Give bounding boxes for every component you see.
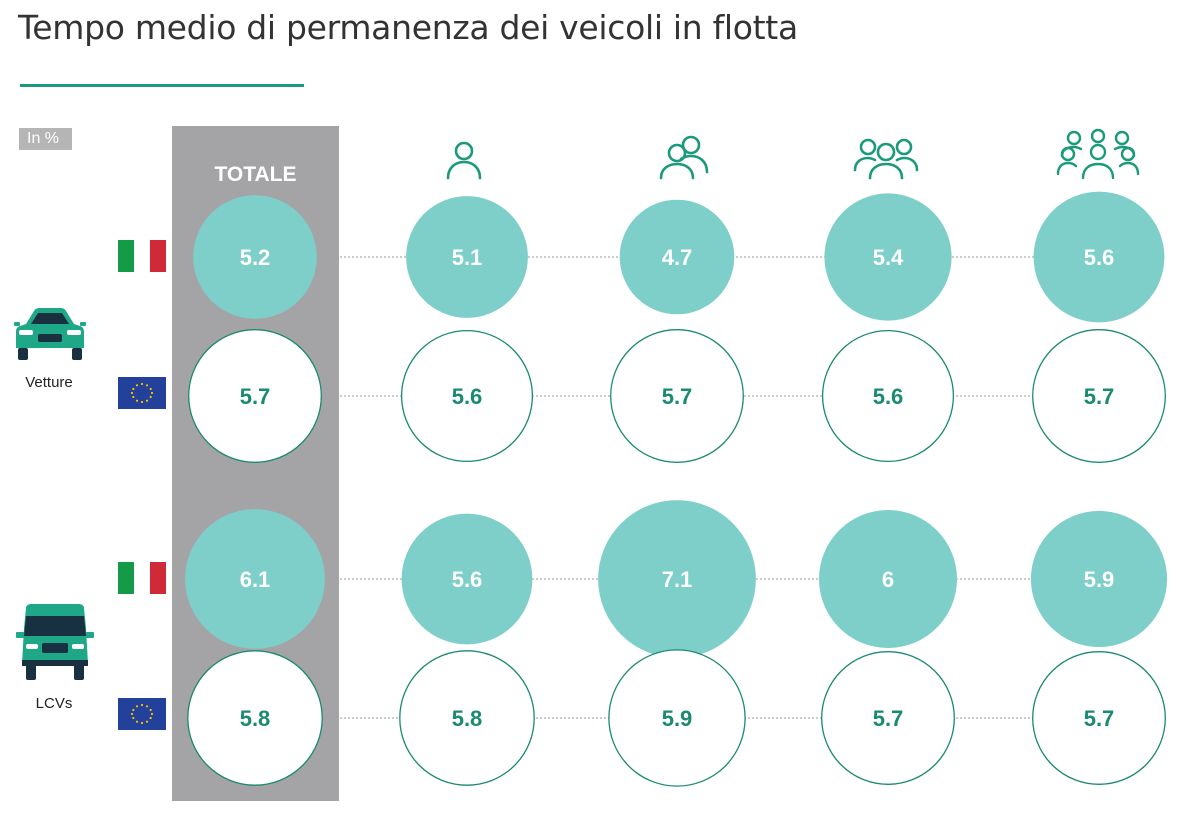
value-bubble bbox=[401, 513, 533, 645]
value-label: 5.8 bbox=[240, 706, 271, 731]
value-label: 5.6 bbox=[1084, 245, 1115, 270]
value-bubble bbox=[400, 329, 534, 463]
value-label: 5.6 bbox=[452, 567, 483, 592]
value-label: 6.1 bbox=[240, 567, 271, 592]
vehicle-label-cars: Vetture bbox=[25, 374, 73, 391]
three-people-icon bbox=[853, 138, 919, 180]
value-label: 7.1 bbox=[662, 567, 693, 592]
value-label: 5.7 bbox=[240, 384, 271, 409]
value-label: 6 bbox=[882, 567, 894, 592]
value-bubble bbox=[193, 195, 317, 319]
value-label: 5.6 bbox=[452, 384, 483, 409]
value-bubble bbox=[821, 651, 955, 785]
van-icon bbox=[16, 604, 94, 680]
value-label: 5.9 bbox=[1084, 567, 1115, 592]
italy-flag-icon bbox=[118, 240, 166, 272]
total-column-header: TOTALE bbox=[214, 163, 297, 186]
value-label: 5.7 bbox=[1084, 384, 1115, 409]
value-bubble bbox=[1030, 510, 1168, 648]
value-bubble bbox=[819, 510, 957, 648]
value-bubble bbox=[608, 649, 746, 787]
value-label: 5.7 bbox=[873, 706, 904, 731]
value-bubble bbox=[821, 329, 955, 463]
value-label: 5.9 bbox=[662, 706, 693, 731]
value-bubble bbox=[187, 650, 323, 786]
value-bubble bbox=[619, 199, 735, 315]
value-bubble bbox=[188, 329, 322, 463]
value-bubble bbox=[1033, 191, 1165, 323]
value-label: 5.8 bbox=[452, 706, 483, 731]
value-bubble bbox=[824, 193, 952, 321]
value-bubble bbox=[1032, 329, 1166, 463]
value-bubble bbox=[598, 500, 756, 658]
value-bubble bbox=[1032, 651, 1166, 785]
single-person-icon bbox=[446, 141, 482, 180]
title-underline bbox=[20, 84, 304, 87]
vehicle-label-lcvs: LCVs bbox=[35, 695, 73, 712]
chart-title: Tempo medio di permanenza dei veicoli in… bbox=[18, 8, 798, 47]
value-bubble bbox=[185, 509, 325, 649]
two-people-icon bbox=[659, 135, 709, 180]
value-label: 5.7 bbox=[662, 384, 693, 409]
italy-flag-icon bbox=[118, 562, 166, 594]
value-bubble bbox=[610, 329, 744, 463]
car-icon bbox=[14, 308, 86, 360]
eu-flag-icon bbox=[118, 698, 166, 730]
value-bubble bbox=[399, 650, 535, 786]
unit-badge: In % bbox=[19, 128, 72, 150]
value-label: 5.7 bbox=[1084, 706, 1115, 731]
value-label: 5.2 bbox=[240, 245, 271, 270]
eu-flag-icon bbox=[118, 377, 166, 409]
value-label: 5.6 bbox=[873, 384, 904, 409]
value-label: 5.4 bbox=[873, 245, 904, 270]
value-label: 4.7 bbox=[662, 245, 693, 270]
group-people-icon bbox=[1056, 128, 1140, 180]
value-label: 5.1 bbox=[452, 245, 483, 270]
value-bubble bbox=[406, 196, 528, 318]
